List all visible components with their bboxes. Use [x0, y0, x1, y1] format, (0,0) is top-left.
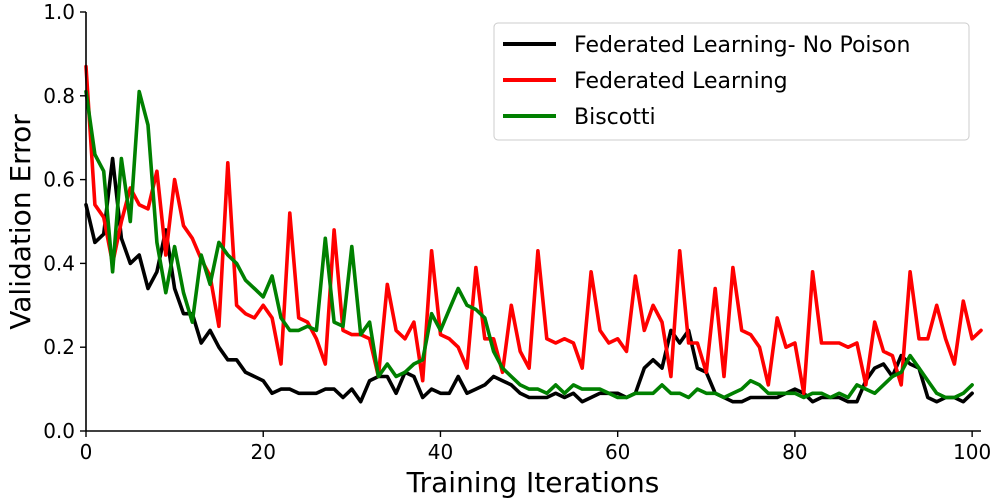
- y-ticks: 0.0 0.2 0.4 0.6 0.8 1.0: [43, 0, 86, 443]
- legend-label-0: Federated Learning- No Poison: [574, 33, 910, 58]
- series-line-0: [84, 156, 974, 404]
- series-line-2: [84, 89, 974, 400]
- series-layer: [84, 64, 983, 404]
- x-ticks: 0 20 40 60 80 100: [80, 431, 991, 464]
- x-axis-label: Training Iterations: [406, 466, 660, 499]
- legend: Federated Learning- No Poison Federated L…: [493, 22, 970, 141]
- y-axis-label: Validation Error: [4, 114, 37, 330]
- y-tick-label: 0.4: [43, 251, 75, 275]
- series-line-1: [84, 64, 983, 396]
- x-tick-label: 100: [953, 440, 991, 464]
- y-tick-label: 0.8: [43, 84, 75, 108]
- legend-label-2: Biscotti: [574, 105, 656, 130]
- legend-label-1: Federated Learning: [574, 69, 788, 94]
- y-tick-label: 0.6: [43, 168, 75, 192]
- y-tick-label: 0.2: [43, 335, 75, 359]
- x-tick-label: 20: [251, 440, 276, 464]
- x-tick-label: 80: [782, 440, 807, 464]
- x-tick-label: 0: [80, 440, 93, 464]
- legend-entries: Federated Learning- No Poison Federated L…: [503, 33, 910, 130]
- y-tick-label: 1.0: [43, 0, 75, 24]
- y-tick-label: 0.0: [43, 419, 75, 443]
- legend-box: [493, 22, 970, 141]
- x-tick-label: 40: [428, 440, 453, 464]
- x-tick-label: 60: [605, 440, 630, 464]
